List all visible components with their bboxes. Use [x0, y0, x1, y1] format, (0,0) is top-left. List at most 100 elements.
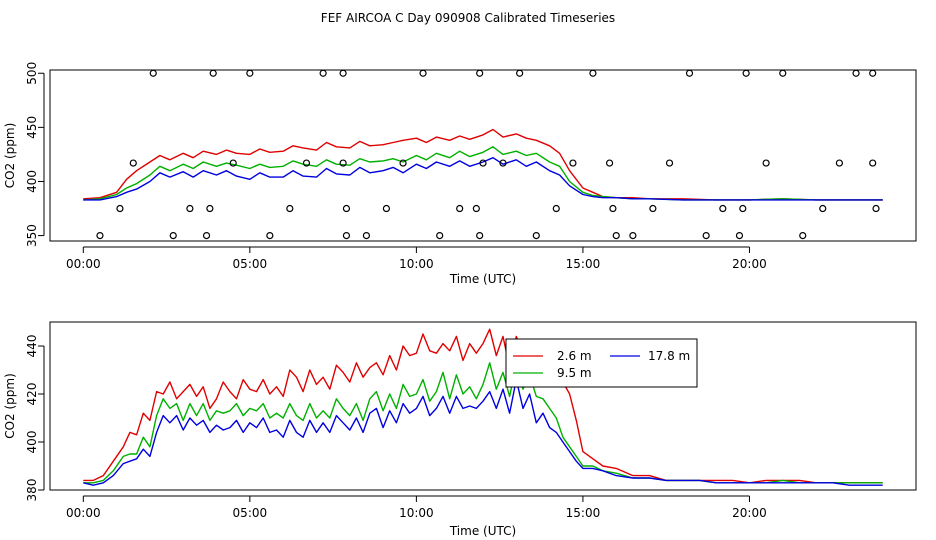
calibration-point	[532, 231, 540, 240]
calibration-point	[742, 69, 750, 77]
calibration-point	[629, 231, 637, 240]
legend-label-9-5m: 9.5 m	[557, 366, 592, 380]
y-tick-label: 400	[25, 431, 39, 454]
calibration-point	[229, 159, 237, 167]
calibration-point	[186, 204, 194, 213]
calibration-point	[835, 159, 843, 167]
x-tick-label: 10:00	[399, 257, 434, 271]
series-line-2-6-m	[83, 328, 883, 484]
calibration-point	[129, 159, 137, 167]
calibration-point	[116, 204, 124, 213]
top-y-axis-label: CO2 (ppm)	[3, 123, 17, 189]
bottom-series-lines	[83, 328, 883, 486]
legend-box	[505, 338, 698, 388]
x-tick-label: 00:00	[66, 257, 101, 271]
calibration-point	[169, 231, 177, 240]
calibration-point	[649, 204, 657, 213]
x-tick-label: 05:00	[233, 506, 268, 520]
figure-title: FEF AIRCOA C Day 090908 Calibrated Times…	[321, 11, 615, 25]
calibration-point	[762, 159, 770, 167]
calibration-point	[202, 231, 211, 240]
series-line-9-5-m	[83, 362, 883, 484]
calibration-point	[852, 69, 860, 77]
calibration-point	[382, 204, 391, 213]
calibration-point	[779, 69, 787, 77]
calibration-point	[476, 231, 484, 240]
bottom-plot-frame	[49, 321, 917, 491]
calibration-point	[605, 159, 614, 167]
calibration-point	[665, 159, 674, 167]
calibration-point	[209, 69, 217, 77]
top-series-lines	[83, 128, 883, 201]
calibration-point	[685, 69, 694, 77]
calibration-point	[872, 204, 880, 213]
calibration-point	[479, 159, 487, 167]
calibration-point	[869, 159, 877, 167]
bottom-panel: 00:00 05:00 10:00 15:00 20:00 380 400 420 440 Ti…	[3, 321, 917, 538]
top-panel: 00:00 05:00 10:00 15:00 20:00 350 400 450 500 Ti…	[3, 62, 917, 286]
x-tick-label: 15:00	[566, 257, 601, 271]
x-tick-label: 10:00	[399, 506, 434, 520]
calibration-point	[342, 231, 351, 240]
calibration-point	[869, 69, 877, 77]
calibration-point	[96, 231, 104, 240]
calibration-point	[302, 159, 311, 167]
bottom-x-axis-label: Time (UTC)	[449, 524, 516, 538]
calibration-point	[339, 159, 347, 167]
y-tick-label: 350	[25, 224, 39, 247]
calibration-point	[206, 204, 214, 213]
calibration-point	[362, 231, 371, 240]
calibration-point	[436, 231, 444, 240]
bottom-y-axis-label: CO2 (ppm)	[3, 373, 17, 439]
legend-label-2-6m: 2.6 m	[557, 349, 592, 363]
calibration-point	[399, 159, 407, 167]
calibration-point	[286, 204, 294, 213]
y-tick-label: 450	[25, 116, 39, 139]
calibration-point	[499, 159, 507, 167]
calibration-point	[516, 69, 524, 77]
bottom-axes: 00:00 05:00 10:00 15:00 20:00 380 400 420 440	[25, 335, 767, 520]
series-line-17-8-m	[83, 156, 883, 201]
series-line-17-8-m	[83, 378, 883, 486]
calibration-point	[339, 69, 347, 77]
y-tick-label: 440	[25, 335, 39, 358]
top-plot-frame	[49, 69, 917, 242]
calibration-point	[702, 231, 710, 240]
x-tick-label: 20:00	[732, 506, 767, 520]
series-line-2-6-m	[83, 128, 883, 201]
calibration-point	[735, 231, 744, 240]
calibration-point	[149, 69, 157, 77]
x-tick-label: 00:00	[66, 506, 101, 520]
x-tick-label: 05:00	[233, 257, 268, 271]
calibration-point	[476, 69, 484, 77]
calibration-point	[799, 231, 807, 240]
calibration-point	[569, 159, 577, 167]
calibration-point	[612, 231, 620, 240]
series-line-9-5-m	[83, 146, 883, 201]
legend-label-17-8m: 17.8 m	[648, 349, 690, 363]
calibration-point	[819, 204, 827, 213]
calibration-point	[589, 69, 597, 77]
y-tick-label: 400	[25, 170, 39, 193]
calibration-point	[456, 204, 464, 213]
x-tick-label: 20:00	[732, 257, 767, 271]
top-calibration-points	[96, 69, 880, 240]
calibration-point	[266, 231, 274, 240]
calibration-point	[246, 69, 254, 77]
top-axes: 00:00 05:00 10:00 15:00 20:00 350 400 450 500	[25, 62, 767, 271]
calibration-point	[319, 69, 327, 77]
legend: 2.6 m 9.5 m 17.8 m	[505, 338, 698, 388]
y-tick-label: 420	[25, 383, 39, 406]
x-tick-label: 15:00	[566, 506, 601, 520]
y-tick-label: 380	[25, 479, 39, 502]
calibration-point	[609, 204, 617, 213]
calibration-point	[472, 204, 480, 213]
calibration-point	[719, 204, 727, 213]
y-tick-label: 500	[25, 62, 39, 85]
calibration-point	[739, 204, 747, 213]
calibration-point	[342, 204, 351, 213]
top-x-axis-label: Time (UTC)	[449, 272, 516, 286]
calibration-point	[552, 204, 560, 213]
calibration-point	[419, 69, 427, 77]
